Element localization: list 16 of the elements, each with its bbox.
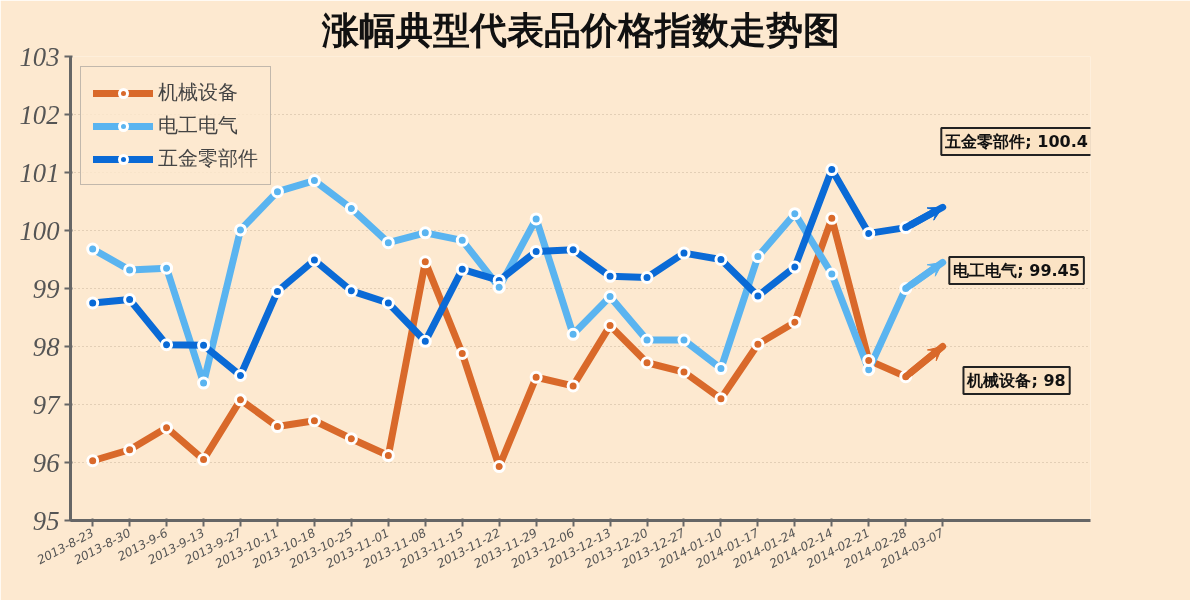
chart-title: 涨幅典型代表品价格指数走势图 [320, 7, 840, 52]
legend-label: 机械设备 [158, 79, 238, 106]
annotation: 电工电气; 99.45 [953, 261, 1080, 280]
y-tick-label: 102 [19, 99, 60, 130]
legend-label: 电工电气 [158, 112, 238, 139]
y-tick-label: 95 [32, 505, 60, 536]
y-tick-label: 98 [32, 331, 61, 362]
text: 机械设备; 98 [966, 371, 1066, 390]
y-tick-label: 97 [32, 389, 62, 420]
annotation: 五金零部件; 100.4 [944, 132, 1088, 151]
legend-label: 五金零部件 [158, 145, 258, 172]
y-tick-label: 101 [19, 157, 60, 188]
y-tick-label: 96 [32, 447, 61, 478]
y-tick-label: 103 [19, 41, 60, 72]
y-tick-label: 100 [19, 215, 60, 246]
y-tick-label: 99 [32, 273, 60, 304]
